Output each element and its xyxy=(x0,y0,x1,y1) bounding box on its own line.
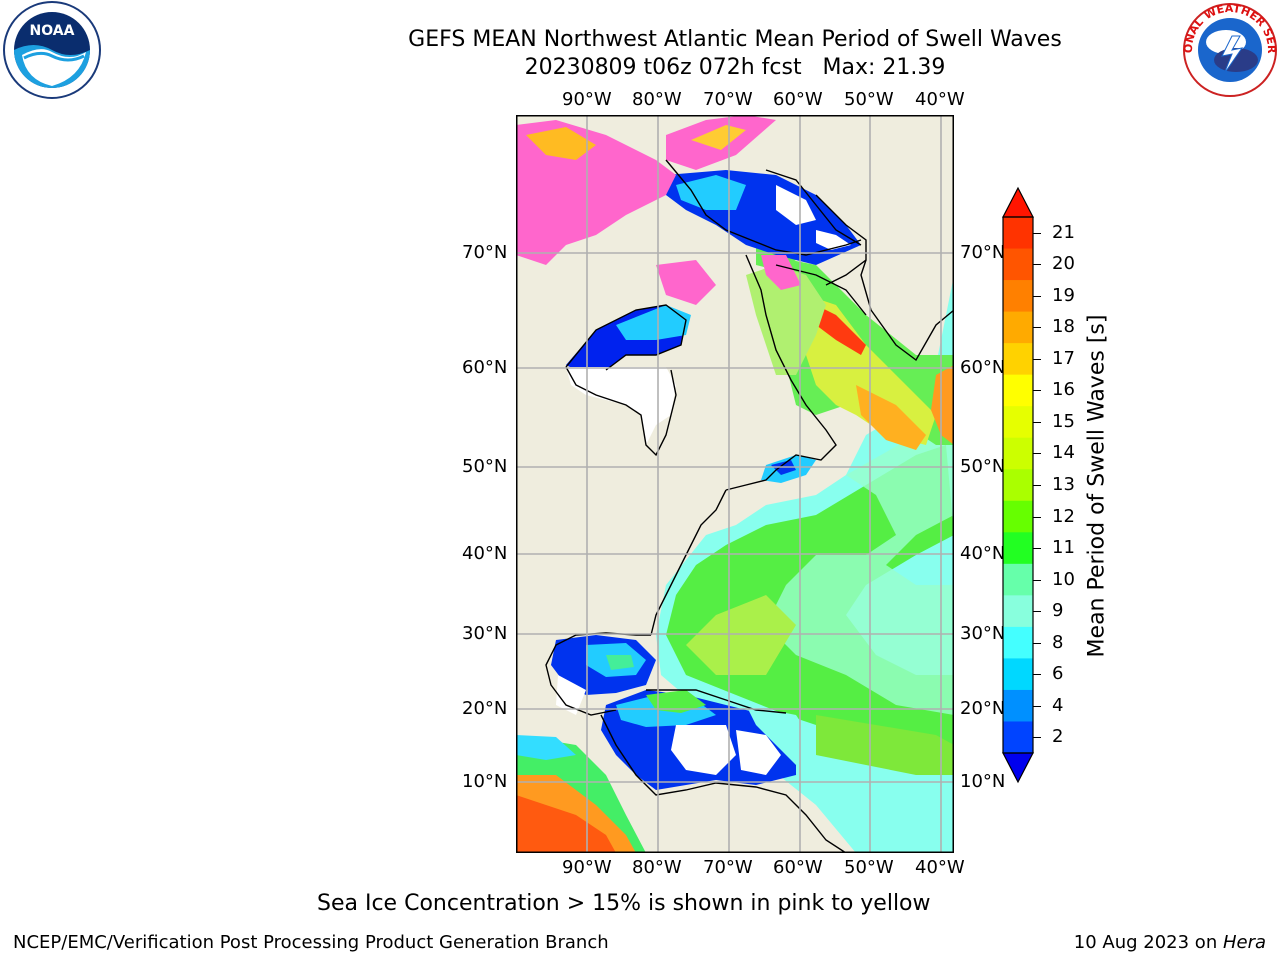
colorbar-tick-label: 18 xyxy=(1052,316,1075,338)
top-lon-label: 90°W xyxy=(562,89,612,110)
colorbar-tick-label: 21 xyxy=(1052,221,1075,243)
colorbar-tick-mark xyxy=(1033,642,1041,644)
colorbar-tick-mark xyxy=(1033,264,1041,266)
map-panel xyxy=(516,115,954,853)
colorbar-segment xyxy=(1003,626,1033,659)
colorbar-tick-label: 17 xyxy=(1052,347,1075,369)
credit-host: Hera xyxy=(1222,932,1266,953)
colorbar-tick-label: 19 xyxy=(1052,284,1075,306)
colorbar-label: Mean Period of Swell Waves [s] xyxy=(1084,314,1110,658)
left-lat-label: 30°N xyxy=(462,623,508,644)
james-bay-white xyxy=(566,367,676,445)
colorbar-segment xyxy=(1003,500,1033,533)
colorbar-segment xyxy=(1003,721,1033,754)
colorbar-tick-label: 6 xyxy=(1052,663,1064,685)
colorbar-segment xyxy=(1003,563,1033,596)
colorbar-tick-mark xyxy=(1033,705,1041,707)
nws-logo: NATIONAL WEATHER SERVICE xyxy=(1180,0,1278,97)
sea-ice-note: Sea Ice Concentration > 15% is shown in … xyxy=(317,891,931,916)
colorbar-segment xyxy=(1003,217,1033,250)
left-lat-label: 10°N xyxy=(462,771,508,792)
colorbar-tick-mark xyxy=(1033,453,1041,455)
noaa-logo: NOAA xyxy=(3,1,101,99)
credit-right: 10 Aug 2023 on Hera xyxy=(1074,932,1266,954)
colorbar-tick-label: 12 xyxy=(1052,505,1075,527)
colorbar-tick-label: 10 xyxy=(1052,568,1075,590)
colorbar-tick-label: 14 xyxy=(1052,442,1075,464)
top-lon-label: 70°W xyxy=(703,89,753,110)
colorbar-bottom-arrow xyxy=(1002,752,1034,784)
colorbar-tick-mark xyxy=(1033,485,1041,486)
colorbar-tick-label: 16 xyxy=(1052,379,1075,401)
bottom-lon-label: 70°W xyxy=(703,857,753,878)
bottom-lon-label: 90°W xyxy=(562,857,612,878)
colorbar-segment xyxy=(1003,374,1033,407)
noaa-logo-text: NOAA xyxy=(30,23,75,39)
colorbar-tick-mark xyxy=(1033,611,1041,613)
top-lon-label: 50°W xyxy=(844,89,894,110)
right-lat-label: 70°N xyxy=(960,242,1006,263)
chart-subtitle: 20230809 t06z 072h fcst Max: 21.39 xyxy=(524,55,946,80)
colorbar-segment xyxy=(1003,469,1033,502)
bottom-lon-label: 80°W xyxy=(632,857,682,878)
colorbar-tick-label: 13 xyxy=(1052,474,1075,495)
colorbar-segment xyxy=(1003,437,1033,470)
left-lat-label: 60°N xyxy=(462,357,508,378)
colorbar-tick-mark xyxy=(1033,737,1041,739)
colorbar-segment xyxy=(1003,532,1033,565)
colorbar-tick-mark xyxy=(1033,516,1041,518)
colorbar-tick-label: 9 xyxy=(1052,600,1064,622)
right-lat-label: 50°N xyxy=(960,456,1006,477)
left-lat-label: 40°N xyxy=(462,543,508,564)
chart-title: GEFS MEAN Northwest Atlantic Mean Period… xyxy=(408,27,1062,52)
colorbar-tick-mark xyxy=(1033,579,1041,581)
colorbar-tick-label: 20 xyxy=(1052,253,1075,275)
colorbar-tick-label: 2 xyxy=(1052,726,1064,748)
right-lat-label: 10°N xyxy=(960,771,1006,792)
colorbar-segment xyxy=(1003,406,1033,439)
colorbar-segment xyxy=(1003,658,1033,691)
left-lat-label: 20°N xyxy=(462,698,508,719)
colorbar-segment xyxy=(1003,343,1033,376)
right-lat-label: 20°N xyxy=(960,698,1006,719)
credit-date: 10 Aug 2023 on xyxy=(1073,932,1223,953)
credit-left: NCEP/EMC/Verification Post Processing Pr… xyxy=(13,932,609,953)
colorbar-tick-mark xyxy=(1033,327,1041,329)
bottom-lon-label: 40°W xyxy=(915,857,965,878)
top-lon-label: 40°W xyxy=(915,89,965,110)
colorbar-tick-label: 8 xyxy=(1052,631,1064,653)
left-lat-label: 50°N xyxy=(462,456,508,477)
colorbar-tick-mark xyxy=(1033,421,1041,423)
colorbar-segment xyxy=(1003,280,1033,313)
colorbar-tick-mark xyxy=(1033,390,1041,392)
colorbar-tick-mark xyxy=(1033,295,1041,297)
colorbar-tick-label: 15 xyxy=(1052,410,1075,432)
colorbar-tick-mark xyxy=(1033,232,1041,234)
colorbar-segment xyxy=(1003,689,1033,722)
colorbar-tick-label: 4 xyxy=(1052,694,1064,716)
right-lat-label: 40°N xyxy=(960,543,1006,564)
right-lat-label: 60°N xyxy=(960,357,1006,378)
colorbar-tick-mark xyxy=(1033,548,1041,550)
colorbar-segment xyxy=(1003,595,1033,628)
colorbar-tick-mark xyxy=(1033,358,1041,360)
map-frame xyxy=(516,115,954,853)
colorbar-tick-label: 11 xyxy=(1052,537,1075,559)
bottom-lon-label: 50°W xyxy=(844,857,894,878)
bottom-lon-label: 60°W xyxy=(773,857,823,878)
right-lat-label: 30°N xyxy=(960,623,1006,644)
left-lat-label: 70°N xyxy=(462,242,508,263)
top-lon-label: 80°W xyxy=(632,89,682,110)
graticule xyxy=(516,115,954,853)
colorbar-segment xyxy=(1003,248,1033,281)
top-lon-label: 60°W xyxy=(773,89,823,110)
colorbar-segment xyxy=(1003,311,1033,344)
colorbar xyxy=(1002,186,1034,784)
colorbar-top-arrow xyxy=(1002,186,1034,218)
colorbar-tick-mark xyxy=(1033,674,1041,676)
